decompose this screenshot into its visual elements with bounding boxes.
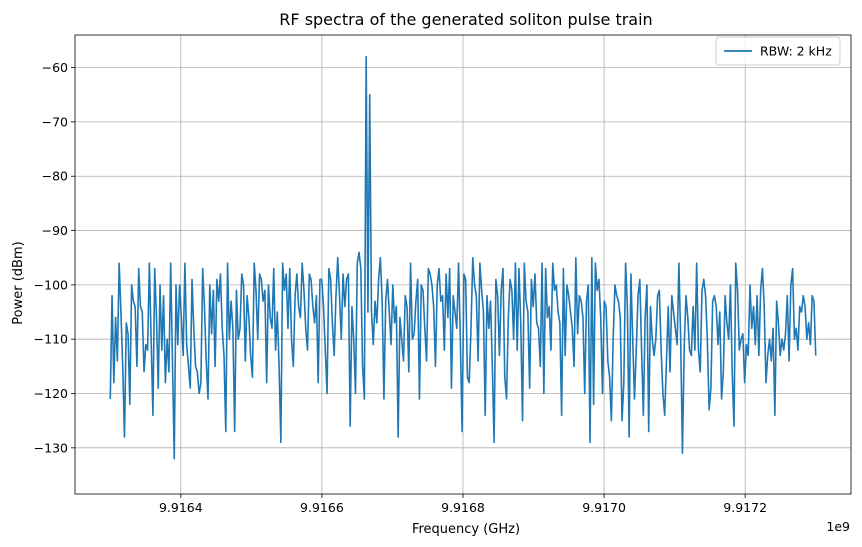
- y-tick-label: −120: [34, 386, 68, 401]
- y-axis-label: Power (dBm): [11, 241, 26, 324]
- x-axis-offset-text: 1e9: [826, 519, 850, 534]
- y-tick-label: −100: [34, 277, 68, 292]
- x-tick-label: 9.9170: [582, 500, 626, 515]
- y-tick-label: −90: [42, 223, 68, 238]
- x-tick-label: 9.9166: [300, 500, 344, 515]
- y-axis-ticks: −130 −120 −110 −100 −90 −80 −70 −60: [34, 60, 75, 455]
- y-tick-label: −70: [42, 114, 68, 129]
- x-axis-label: Frequency (GHz): [412, 522, 520, 537]
- legend-label: RBW: 2 kHz: [760, 44, 832, 59]
- y-tick-label: −110: [34, 332, 68, 347]
- series-layer: [109, 55, 817, 460]
- y-tick-label: −130: [34, 440, 68, 455]
- x-axis-ticks: 9.9164 9.9166 9.9168 9.9170 9.9172: [159, 494, 767, 515]
- legend: RBW: 2 kHz: [715, 36, 841, 66]
- legend-box: [715, 36, 841, 66]
- y-tick-label: −60: [42, 60, 68, 75]
- series-line: [109, 55, 817, 460]
- x-tick-label: 9.9164: [159, 500, 203, 515]
- x-tick-label: 9.9168: [441, 500, 485, 515]
- y-tick-label: −80: [42, 169, 68, 184]
- chart-title: RF spectra of the generated soliton puls…: [279, 10, 652, 29]
- x-tick-label: 9.9172: [723, 500, 767, 515]
